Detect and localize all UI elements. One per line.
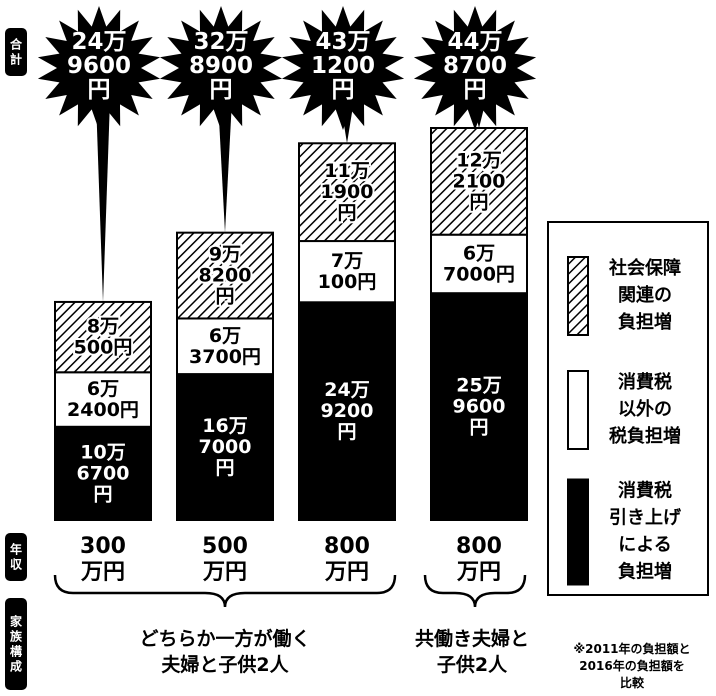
legend-swatch xyxy=(568,480,588,585)
total-burst-tail xyxy=(96,100,110,302)
legend-label: 消費税以外の税負担増 xyxy=(609,371,681,447)
legend-swatch xyxy=(568,257,588,335)
group-label: どちらか一方が働く夫婦と子供2人 xyxy=(139,627,310,676)
group-label: 共働き夫婦と子供2人 xyxy=(415,627,529,676)
legend-swatch xyxy=(568,371,588,449)
chart: 合計年収家族構成10万6700円6万2400円8万500円24万9600円300… xyxy=(0,0,716,696)
legend-label: 社会保障関連の負担増 xyxy=(609,257,681,333)
